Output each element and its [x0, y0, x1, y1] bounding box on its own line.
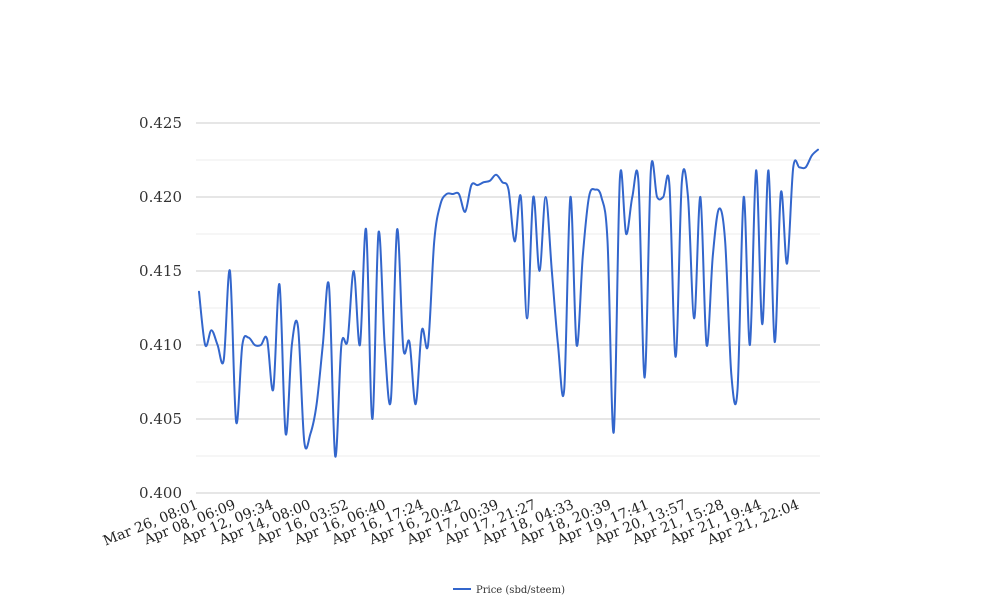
series-line-price	[198, 148, 819, 458]
legend[interactable]: Price (sbd/steem)	[453, 585, 565, 596]
y-tick-label: 0.420	[139, 188, 182, 206]
y-axis-tick-labels: 0.400 0.405 0.410 0.415 0.420 0.425	[139, 114, 182, 502]
y-tick-label: 0.415	[139, 262, 182, 280]
legend-label-price: Price (sbd/steem)	[476, 585, 565, 596]
major-gridlines	[196, 122, 820, 494]
y-tick-label: 0.410	[139, 336, 182, 354]
y-tick-label: 0.405	[139, 410, 182, 428]
series-layer	[198, 148, 819, 458]
y-tick-label: 0.425	[139, 114, 182, 132]
y-tick-label: 0.400	[139, 484, 182, 502]
minor-gridlines	[196, 159, 820, 457]
